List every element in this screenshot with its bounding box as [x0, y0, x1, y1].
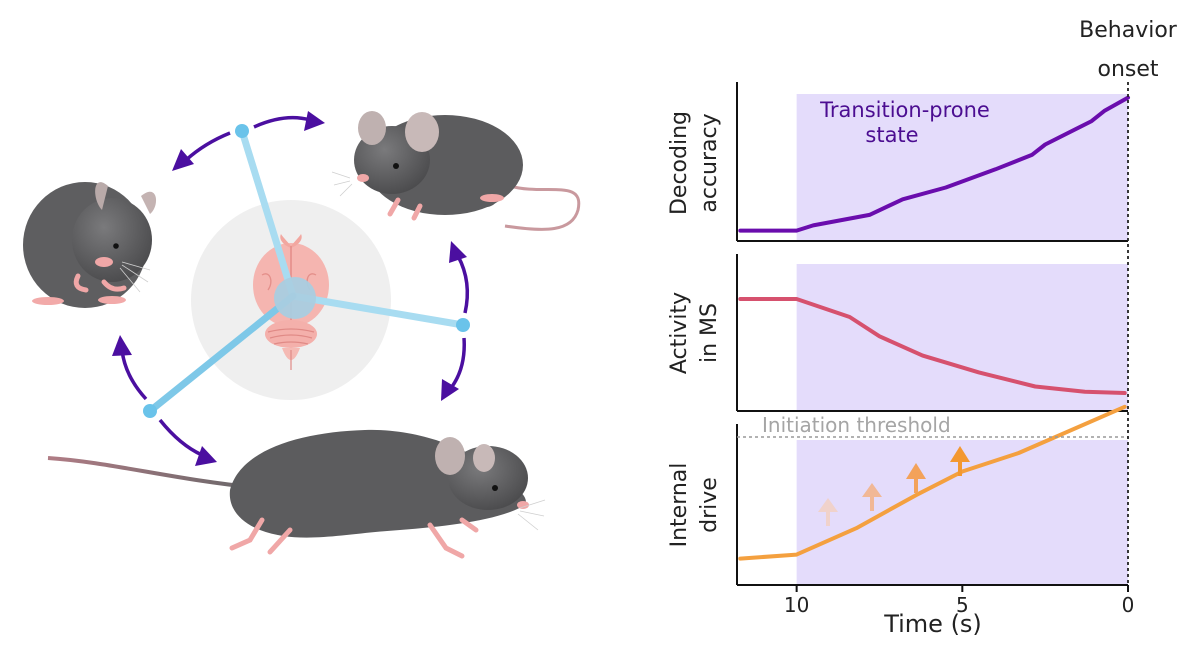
arrow-top-right: [253, 115, 311, 129]
transition-state-label-line2: state: [865, 123, 918, 147]
x-tick-label-5: 5: [956, 593, 969, 617]
mouse-illustration: [23, 111, 581, 559]
arrow-left-up: [120, 349, 148, 401]
transition-state-label-line1: Transition-prone: [819, 98, 990, 122]
ylabel-drive-line2: drive: [697, 477, 722, 533]
x-axis-title: Time (s): [883, 610, 982, 638]
spoke-node-top: [235, 124, 249, 138]
x-tick-label-0: 0: [1122, 593, 1135, 617]
arrow-left-down: [158, 418, 203, 457]
series-line-drive: [738, 404, 1127, 561]
drive-arrow-2: [862, 483, 882, 511]
ylabel-activity-line1: Activity: [667, 292, 692, 374]
chart: Initiation threshold Behavior onset Tran…: [667, 18, 1178, 638]
grooming-mouse-icon: [23, 182, 157, 308]
spoke-node-right: [456, 318, 470, 332]
arrow-right-up: [456, 255, 470, 314]
running-mouse-icon: [47, 429, 546, 559]
behavior-onset-label-line2: onset: [1097, 57, 1158, 82]
shade-activity: [796, 264, 1128, 411]
ylabel-drive-line1: Internal: [667, 463, 692, 548]
ylabel-decoding-line1: Decoding: [667, 111, 692, 215]
x-tick-label-10: 10: [784, 593, 809, 617]
drive-arrow-1: [818, 498, 838, 526]
transition-arrows: [112, 111, 470, 466]
medial-septum-node: [274, 277, 316, 319]
ylabel-decoding-line2: accuracy: [697, 113, 722, 212]
shade-drive: [796, 440, 1128, 585]
drive-increase-arrows: [818, 446, 970, 526]
arrow-top-left: [184, 131, 231, 162]
network-spokes: [143, 124, 470, 418]
drive-arrow-4: [950, 446, 970, 476]
series-line-activity: [738, 297, 1127, 395]
ylabel-activity-line2: in MS: [697, 303, 722, 363]
series-line-decoding: [738, 95, 1130, 233]
behavior-onset-label-line1: Behavior: [1079, 18, 1178, 43]
initiation-threshold-label: Initiation threshold: [762, 413, 951, 437]
arrow-right-down: [449, 337, 466, 390]
drive-arrow-3: [906, 463, 926, 493]
crouching-mouse-icon: [331, 111, 581, 231]
spoke-node-bottom: [143, 404, 157, 418]
